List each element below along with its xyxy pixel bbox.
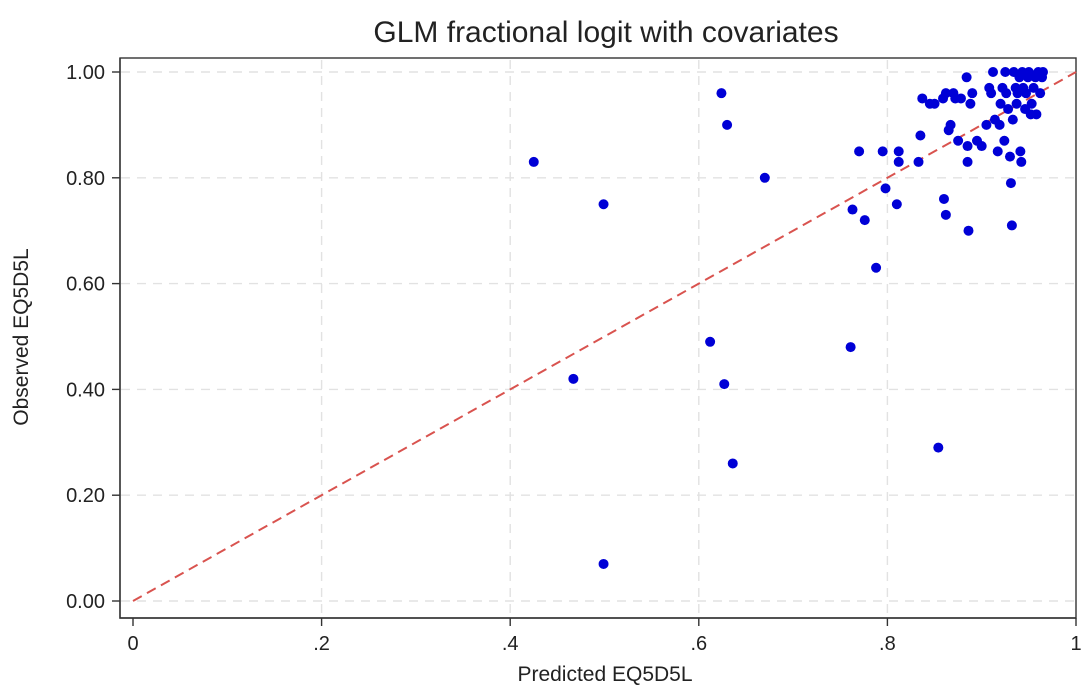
y-tick-label: 0.80 bbox=[66, 168, 105, 190]
data-point bbox=[1004, 151, 1015, 162]
x-tick-label: 1 bbox=[1070, 633, 1081, 655]
data-point bbox=[1035, 88, 1046, 99]
data-point bbox=[1016, 156, 1027, 167]
data-point bbox=[961, 72, 972, 83]
data-point bbox=[938, 193, 949, 204]
y-axis-label: Observed EQ5D5L bbox=[10, 248, 33, 425]
data-point bbox=[845, 342, 856, 353]
data-point bbox=[963, 225, 974, 236]
gridlines bbox=[121, 60, 1075, 617]
data-point bbox=[598, 199, 609, 210]
x-tick-label: .2 bbox=[313, 633, 330, 655]
chart-title: GLM fractional logit with covariates bbox=[373, 16, 838, 49]
data-point bbox=[727, 458, 738, 469]
data-point bbox=[940, 209, 951, 220]
data-points bbox=[528, 67, 1048, 569]
data-point bbox=[854, 146, 865, 157]
data-point bbox=[955, 93, 966, 104]
data-point bbox=[999, 135, 1010, 146]
data-point bbox=[940, 88, 951, 99]
data-point bbox=[877, 146, 888, 157]
data-point bbox=[945, 119, 956, 130]
data-point bbox=[1001, 88, 1012, 99]
x-axis-label: Predicted EQ5D5L bbox=[517, 663, 692, 686]
data-point bbox=[859, 215, 870, 226]
y-tick-label: 0.00 bbox=[66, 591, 105, 613]
data-point bbox=[568, 373, 579, 384]
data-point bbox=[913, 156, 924, 167]
data-point bbox=[962, 156, 973, 167]
x-tick-label: .6 bbox=[690, 633, 707, 655]
data-point bbox=[915, 130, 926, 141]
data-point bbox=[1006, 220, 1017, 231]
plot-area bbox=[119, 57, 1077, 619]
data-point bbox=[981, 119, 992, 130]
data-point bbox=[967, 88, 978, 99]
data-point bbox=[891, 199, 902, 210]
data-point bbox=[1000, 67, 1011, 77]
data-point bbox=[1011, 98, 1022, 109]
x-tick-label: 0 bbox=[127, 633, 138, 655]
data-point bbox=[705, 336, 716, 347]
x-tick-label: .4 bbox=[502, 633, 519, 655]
data-point bbox=[1005, 178, 1016, 189]
data-point bbox=[1015, 146, 1026, 157]
data-point bbox=[962, 141, 973, 152]
data-point bbox=[976, 141, 987, 152]
data-point bbox=[1031, 109, 1042, 120]
x-axis-ticks: 0 .2 .4 .6 .8 1 bbox=[127, 618, 1082, 655]
y-tick-label: 0.40 bbox=[66, 379, 105, 401]
data-point bbox=[528, 156, 539, 167]
data-point bbox=[929, 98, 940, 109]
data-point bbox=[893, 146, 904, 157]
axes bbox=[119, 58, 1076, 619]
data-point bbox=[716, 88, 727, 99]
x-tick-label: .8 bbox=[879, 633, 896, 655]
data-point bbox=[988, 67, 999, 77]
data-point bbox=[994, 119, 1005, 130]
data-point bbox=[986, 88, 997, 99]
data-point bbox=[1021, 88, 1032, 99]
data-point bbox=[933, 442, 944, 453]
data-point bbox=[871, 262, 882, 273]
data-point bbox=[992, 146, 1003, 157]
data-point bbox=[893, 156, 904, 167]
data-point bbox=[965, 98, 976, 109]
y-axis-ticks: 0.00 0.20 0.40 0.60 0.80 1.00 bbox=[66, 62, 120, 613]
data-point bbox=[953, 135, 964, 146]
data-point bbox=[722, 119, 733, 130]
data-point bbox=[917, 93, 928, 104]
data-point bbox=[1007, 114, 1018, 125]
data-point bbox=[1026, 98, 1037, 109]
y-tick-label: 0.20 bbox=[66, 485, 105, 507]
data-point bbox=[1037, 67, 1048, 77]
data-point bbox=[759, 172, 770, 183]
y-tick-label: 1.00 bbox=[66, 62, 105, 84]
data-point bbox=[719, 379, 730, 390]
data-point bbox=[995, 98, 1006, 109]
data-point bbox=[1003, 104, 1014, 115]
data-point bbox=[847, 204, 858, 215]
y-tick-label: 0.60 bbox=[66, 274, 105, 296]
data-point bbox=[880, 183, 891, 194]
data-point bbox=[598, 558, 609, 569]
